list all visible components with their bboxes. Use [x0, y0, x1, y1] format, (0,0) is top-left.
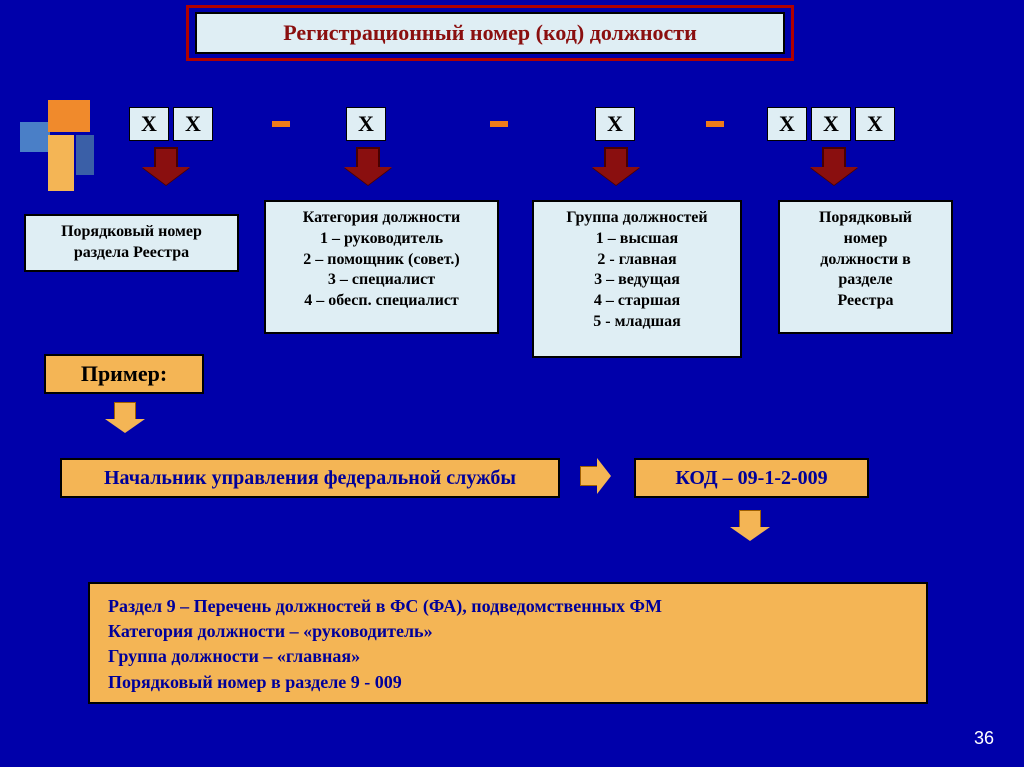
info-section-number: Порядковый номерраздела Реестра: [24, 214, 239, 272]
code-down-arrow-icon: [730, 510, 770, 541]
example-code-box: КОД – 09-1-2-009: [634, 458, 869, 498]
right-arrow-icon: [580, 466, 611, 494]
title-box: Регистрационный номер (код) должности: [195, 12, 785, 54]
page-number: 36: [974, 728, 994, 749]
code-digit-box: Х: [767, 107, 807, 141]
code-digit-box: Х: [811, 107, 851, 141]
code-digit-box: Х: [855, 107, 895, 141]
info-group: Группа должностей1 – высшая2 - главная3 …: [532, 200, 742, 358]
title-text: Регистрационный номер (код) должности: [283, 20, 697, 46]
info-category: Категория должности1 – руководитель2 – п…: [264, 200, 499, 334]
example-code-text: КОД – 09-1-2-009: [675, 467, 827, 490]
info-position-number: Порядковыйномердолжности вразделеРеестра: [778, 200, 953, 334]
code-digit-box: Х: [346, 107, 386, 141]
example-label-box: Пример:: [44, 354, 204, 394]
code-dash: [706, 121, 724, 127]
down-arrow-icon: [142, 147, 190, 185]
example-position-text: Начальник управления федеральной службы: [104, 467, 516, 490]
down-arrow-icon: [592, 147, 640, 185]
down-arrow-icon: [344, 147, 392, 185]
code-digit-box: Х: [173, 107, 213, 141]
example-position-box: Начальник управления федеральной службы: [60, 458, 560, 498]
code-dash: [490, 121, 508, 127]
code-digit-box: Х: [595, 107, 635, 141]
example-down-arrow-icon: [105, 402, 145, 433]
code-digit-box: Х: [129, 107, 169, 141]
code-dash: [272, 121, 290, 127]
example-label: Пример:: [81, 361, 167, 387]
down-arrow-icon: [810, 147, 858, 185]
final-explanation-box: Раздел 9 – Перечень должностей в ФС (ФА)…: [88, 582, 928, 704]
